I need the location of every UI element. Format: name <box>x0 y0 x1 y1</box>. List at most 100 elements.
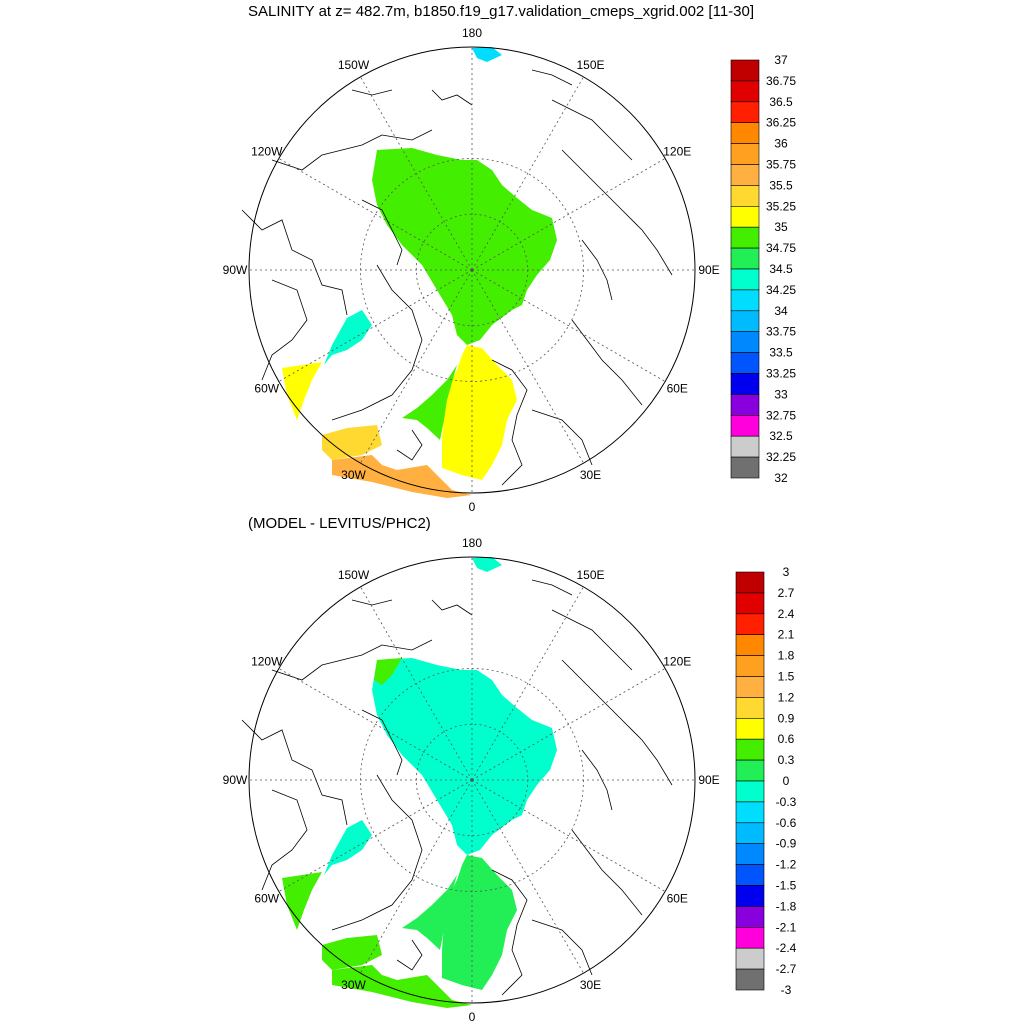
colorbar-label: 0 <box>783 774 790 788</box>
longitude-label: 0 <box>469 1010 476 1024</box>
colorbar-swatch <box>730 373 760 395</box>
colorbar-swatch <box>730 331 760 353</box>
colorbar-label: 3 <box>783 565 790 579</box>
longitude-label: 30E <box>580 978 601 992</box>
coastline <box>396 939 423 971</box>
colorbar-label: 34 <box>774 304 788 318</box>
colorbar-label: 35.5 <box>769 178 793 192</box>
region-north-atlantic-south <box>332 965 472 1008</box>
meridian-line <box>471 586 584 781</box>
colorbar-label: 34.75 <box>766 241 796 255</box>
colorbar-label: -1.5 <box>776 879 797 893</box>
colorbar-label: 33.75 <box>766 325 796 339</box>
colorbar-swatch <box>730 122 760 144</box>
colorbar-swatch <box>735 822 765 844</box>
colorbar-swatch <box>735 676 765 698</box>
coastline <box>351 89 393 96</box>
colorbar-label: 35 <box>774 220 788 234</box>
longitude-label: 60W <box>254 892 279 906</box>
region-greenland-sea-west <box>402 365 457 440</box>
map-panel-difference: 180 150W 150E 120W 120E 90W 90E 60W 60E 30W 30E 0 <box>223 536 720 1024</box>
region-fram-strait-and-nordic-seas <box>442 855 517 990</box>
coastline <box>531 579 573 596</box>
longitude-label: 60E <box>667 892 688 906</box>
meridian-line <box>471 779 584 974</box>
colorbar-label: 2.4 <box>778 607 795 621</box>
map-panel-salinity: 180 150W 150E 120W 120E 90W 90E 60W 60E 30W 30E 0 <box>223 26 720 514</box>
meridian-line <box>471 76 584 271</box>
coastline <box>531 409 593 466</box>
coastline <box>561 659 673 786</box>
region-greenland-sea-west <box>402 875 457 950</box>
colorbar-label: 36.5 <box>769 95 793 109</box>
meridian-line <box>471 779 666 892</box>
region-labrador-sea <box>282 872 322 930</box>
colorbar-label: 1.5 <box>778 670 795 684</box>
colorbar-swatch <box>735 843 765 865</box>
colorbar-swatch <box>735 592 765 615</box>
coastline <box>571 319 643 406</box>
meridian-line <box>360 269 473 464</box>
longitude-label: 180 <box>462 536 482 550</box>
longitude-label: 150W <box>338 568 370 582</box>
colorbar-swatch <box>735 717 765 740</box>
longitude-label: 60W <box>254 382 279 396</box>
region-north-atlantic-shelf <box>322 935 382 970</box>
longitude-label: 120E <box>663 655 691 669</box>
longitude-label: 90W <box>223 263 248 277</box>
region-baffin-bay <box>324 310 372 365</box>
colorbar-swatch <box>730 59 760 82</box>
meridian-line <box>360 76 473 271</box>
colorbar-swatch <box>730 101 760 124</box>
colorbar-label: 36 <box>774 137 788 151</box>
colorbar-swatch <box>730 143 760 165</box>
colorbar-label: 32 <box>774 471 788 485</box>
colorbar-swatch <box>735 885 765 907</box>
coastline <box>361 709 403 776</box>
colorbar-label: -3 <box>781 983 792 997</box>
colorbar-swatch <box>730 164 760 186</box>
colorbar-label: -2.4 <box>776 941 797 955</box>
longitude-label: 120W <box>251 145 283 159</box>
longitude-label: 120E <box>663 145 691 159</box>
colorbar-label: 33.5 <box>769 346 793 360</box>
colorbar-swatch <box>735 738 765 761</box>
longitude-label: 180 <box>462 26 482 40</box>
coastline <box>551 609 633 671</box>
colorbar-swatch <box>730 247 760 270</box>
region-north-atlantic-south <box>332 455 472 498</box>
colorbar-swatch <box>730 226 760 249</box>
colorbar-label: 34.5 <box>769 262 793 276</box>
coastline <box>561 149 673 276</box>
colorbar-label: 2.1 <box>778 628 795 642</box>
colorbar-label: 34.25 <box>766 283 796 297</box>
colorbar-label: -1.8 <box>776 899 797 913</box>
colorbar-label: 1.8 <box>778 649 795 663</box>
longitude-label: 150W <box>338 58 370 72</box>
meridian-line <box>360 586 473 781</box>
coastline <box>271 639 433 681</box>
coastline <box>331 774 423 931</box>
map-boundary <box>248 556 696 1004</box>
colorbar-swatch <box>730 394 760 416</box>
region-bering-strait <box>472 47 502 62</box>
colorbar-label: -0.9 <box>776 837 797 851</box>
region-bering-strait <box>472 557 502 572</box>
colorbar-swatch <box>735 947 765 970</box>
meridian-line <box>278 779 473 892</box>
coastline <box>351 599 393 606</box>
colorbar-swatch <box>730 310 760 332</box>
colorbar-swatch <box>735 801 765 824</box>
colorbar-swatch <box>735 926 765 949</box>
colorbar-swatch <box>730 352 760 374</box>
colorbar-label: -2.7 <box>776 962 797 976</box>
colorbar-swatch <box>730 268 760 291</box>
coastline <box>261 279 308 381</box>
longitude-label: 30W <box>341 978 366 992</box>
meridian-line <box>471 269 666 382</box>
longitude-label: 90E <box>698 773 719 787</box>
colorbar-swatch <box>735 759 765 782</box>
coastline <box>396 429 423 461</box>
colorbar-swatch <box>730 435 760 458</box>
